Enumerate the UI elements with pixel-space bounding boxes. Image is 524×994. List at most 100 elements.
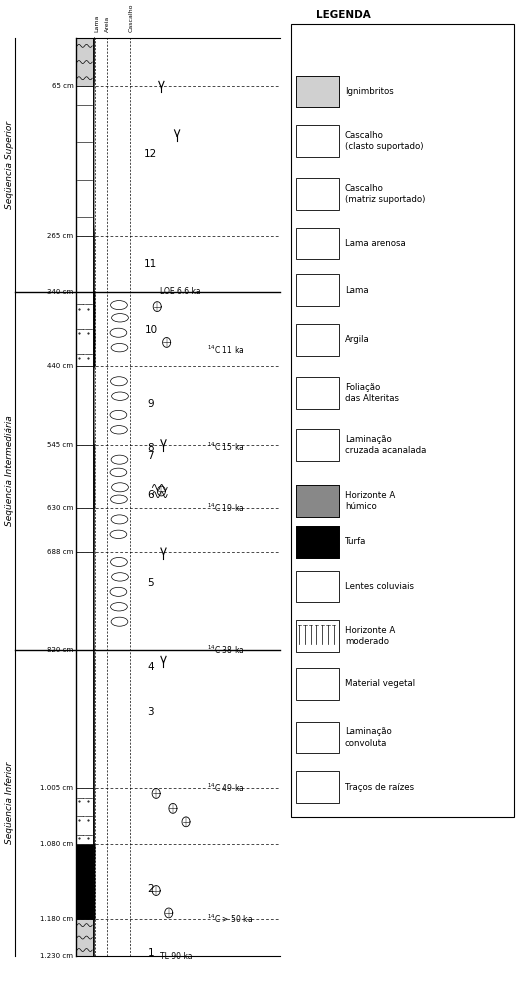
Text: 545 cm: 545 cm: [47, 441, 73, 447]
Circle shape: [309, 246, 311, 249]
Text: 11: 11: [144, 259, 158, 269]
Circle shape: [317, 252, 319, 256]
Text: $^{14}$C 19 ka: $^{14}$C 19 ka: [207, 502, 244, 515]
Text: TL 90 ka: TL 90 ka: [160, 951, 192, 961]
Circle shape: [321, 231, 323, 235]
Circle shape: [301, 238, 303, 242]
Circle shape: [298, 252, 300, 256]
Text: 820 cm: 820 cm: [47, 647, 73, 653]
Circle shape: [309, 252, 311, 256]
Text: Argila: Argila: [345, 335, 369, 345]
Circle shape: [305, 238, 308, 242]
Circle shape: [313, 252, 315, 256]
Circle shape: [298, 231, 300, 235]
Bar: [296, 722, 339, 753]
Circle shape: [301, 252, 303, 256]
Circle shape: [317, 246, 319, 249]
Circle shape: [309, 238, 311, 242]
Text: $^{14}$C 11 ka: $^{14}$C 11 ka: [207, 344, 244, 356]
Circle shape: [321, 238, 323, 242]
Bar: [296, 125, 339, 157]
Circle shape: [301, 231, 303, 235]
Circle shape: [321, 252, 323, 256]
Text: Lama: Lama: [345, 285, 368, 295]
Text: 10: 10: [144, 325, 158, 336]
Circle shape: [317, 231, 319, 235]
Text: 440 cm: 440 cm: [47, 364, 73, 370]
Text: 12: 12: [144, 148, 158, 158]
Text: Turfa: Turfa: [345, 537, 366, 547]
Text: 1.005 cm: 1.005 cm: [40, 785, 73, 791]
Bar: [76, 552, 93, 650]
Text: 2: 2: [148, 884, 154, 894]
Text: Horizonte A
húmico: Horizonte A húmico: [345, 491, 395, 511]
Circle shape: [313, 238, 315, 242]
Text: Cascalho
(matriz suportado): Cascalho (matriz suportado): [345, 184, 425, 204]
Circle shape: [333, 231, 335, 235]
Bar: [76, 367, 93, 444]
Text: Material vegetal: Material vegetal: [345, 679, 415, 689]
Bar: [76, 291, 93, 367]
Bar: [296, 377, 339, 409]
Circle shape: [298, 238, 300, 242]
Circle shape: [333, 246, 335, 249]
Bar: [76, 508, 93, 552]
Bar: [296, 228, 339, 259]
Bar: [76, 844, 93, 918]
Circle shape: [333, 252, 335, 256]
Circle shape: [305, 252, 308, 256]
Text: $^{14}$C 49 ka: $^{14}$C 49 ka: [207, 782, 244, 794]
Circle shape: [325, 231, 327, 235]
Text: Seqüencia Inferior: Seqüencia Inferior: [5, 762, 14, 844]
Bar: [296, 668, 339, 700]
Bar: [76, 38, 93, 86]
Bar: [296, 571, 339, 602]
Bar: [296, 485, 339, 517]
Circle shape: [325, 252, 327, 256]
Bar: [296, 274, 339, 306]
Text: LEGENDA: LEGENDA: [316, 10, 371, 20]
Circle shape: [309, 231, 311, 235]
Text: Lentes coluviais: Lentes coluviais: [345, 581, 414, 591]
Bar: [296, 771, 339, 803]
Text: $^{14}$C 15 ka: $^{14}$C 15 ka: [207, 440, 244, 453]
Circle shape: [325, 238, 327, 242]
Circle shape: [329, 246, 331, 249]
Text: 6: 6: [148, 490, 154, 500]
Text: Seqüencia Intermediária: Seqüencia Intermediária: [5, 415, 14, 526]
Bar: [296, 76, 339, 107]
Bar: [296, 324, 339, 356]
Bar: [296, 178, 339, 210]
Bar: [296, 526, 339, 558]
Text: 3: 3: [148, 707, 154, 717]
Text: 688 cm: 688 cm: [47, 549, 73, 555]
Text: 1.080 cm: 1.080 cm: [40, 841, 73, 847]
Circle shape: [333, 238, 335, 242]
Text: 9: 9: [148, 399, 154, 409]
Circle shape: [317, 238, 319, 242]
Text: 630 cm: 630 cm: [47, 505, 73, 511]
Text: 4: 4: [148, 662, 154, 672]
Circle shape: [305, 231, 308, 235]
Circle shape: [313, 246, 315, 249]
Text: LOE 6.6 ka: LOE 6.6 ka: [160, 287, 201, 296]
Circle shape: [298, 246, 300, 249]
Bar: [296, 76, 339, 107]
Bar: [76, 86, 93, 236]
Circle shape: [305, 246, 308, 249]
Text: Lama: Lama: [94, 15, 99, 32]
Text: 5: 5: [148, 578, 154, 587]
Text: Laminação
convoluta: Laminação convoluta: [345, 728, 391, 747]
Text: $^{14}$C > 50 ka: $^{14}$C > 50 ka: [207, 912, 253, 925]
Text: Laminação
cruzada acanalada: Laminação cruzada acanalada: [345, 435, 426, 455]
Circle shape: [313, 231, 315, 235]
Text: 340 cm: 340 cm: [47, 288, 73, 294]
Circle shape: [301, 246, 303, 249]
Circle shape: [329, 252, 331, 256]
Text: 1: 1: [148, 948, 154, 958]
Text: 265 cm: 265 cm: [47, 233, 73, 239]
Bar: [76, 236, 93, 291]
Bar: [296, 429, 339, 461]
Text: 8: 8: [148, 443, 154, 453]
Text: Foliação
das Alteritas: Foliação das Alteritas: [345, 383, 399, 403]
